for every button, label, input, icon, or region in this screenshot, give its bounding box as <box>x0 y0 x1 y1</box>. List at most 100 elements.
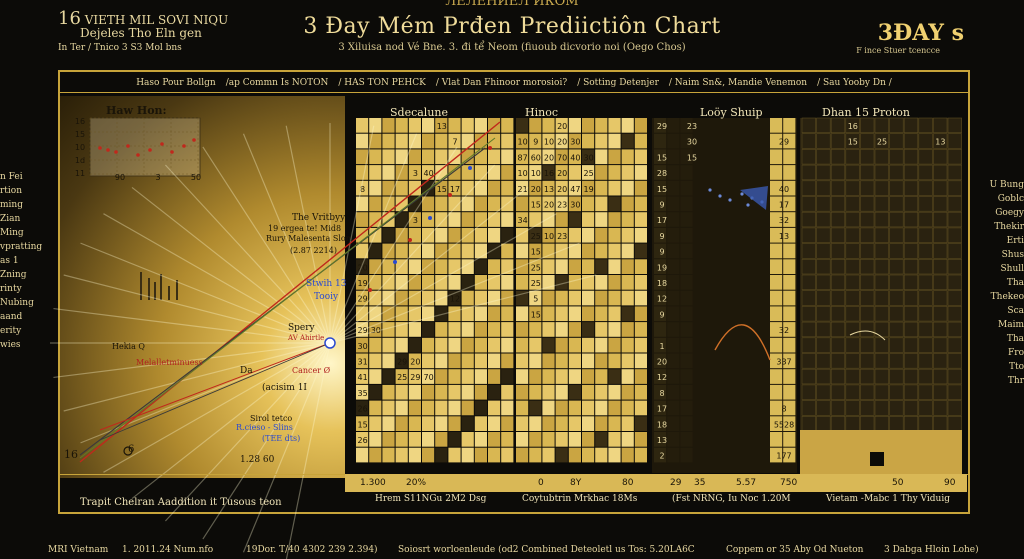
grid-cell <box>461 447 474 463</box>
grid-cell <box>516 275 529 290</box>
grid-cell <box>501 227 514 243</box>
grid-cell <box>770 243 783 259</box>
grid-cell <box>461 133 474 149</box>
grid-cell <box>860 321 875 338</box>
grid-cell <box>830 133 846 149</box>
grid-cell <box>860 306 875 322</box>
grid-cell <box>947 227 962 243</box>
grid-cell <box>770 180 783 196</box>
grid-value: 23 <box>557 232 567 241</box>
grid-cell <box>422 432 435 447</box>
grid-cell <box>516 212 529 227</box>
light-ray <box>202 146 331 344</box>
grid-cell <box>382 180 395 196</box>
grid-cell <box>889 149 904 165</box>
grid-cell <box>933 290 948 306</box>
mini-x-tick: 3 <box>155 173 160 182</box>
mini-data-point <box>126 144 130 148</box>
grid-value: 12 <box>657 295 667 304</box>
light-ray <box>131 186 331 344</box>
grid-cell <box>947 274 962 290</box>
left-panel-caption: Trapit Chelran Aaddition it Tusous teon <box>80 497 282 508</box>
grid-cell <box>568 416 581 431</box>
grid-cell <box>529 447 542 463</box>
line-marker <box>408 238 412 242</box>
grid-value: 30 <box>570 201 580 210</box>
grid-cell <box>608 259 621 274</box>
chart-frame <box>58 70 970 514</box>
grid-cell <box>667 369 680 384</box>
grid-cell <box>783 227 796 243</box>
grid-cell <box>488 306 501 322</box>
grid-cell <box>667 212 680 227</box>
grid-cell <box>568 275 581 290</box>
grid-cell <box>933 133 948 149</box>
grid-cell <box>608 275 621 290</box>
grid-cell <box>634 369 647 384</box>
grid-cell <box>422 447 435 463</box>
grid-cell <box>816 384 831 400</box>
grid-cell <box>516 118 529 133</box>
grid-value: 20 <box>410 358 420 367</box>
grid-cell <box>435 416 448 431</box>
grid-cell <box>582 133 595 149</box>
grid-cell <box>801 321 816 338</box>
grid-cell <box>680 290 693 306</box>
grid-cell <box>356 212 369 227</box>
bar-mark <box>160 274 162 300</box>
grid-cell <box>568 306 581 322</box>
grid-cell <box>667 196 680 212</box>
grid-cell <box>474 227 487 243</box>
grid-cell <box>474 165 487 180</box>
grid-cell <box>947 243 962 259</box>
grid-cell <box>516 306 529 322</box>
grid-cell <box>621 275 634 290</box>
grid-cell <box>369 180 382 196</box>
light-ray <box>242 342 331 553</box>
grid-cell <box>501 212 514 227</box>
annotation: 1.28 60 <box>240 455 275 465</box>
grid-cell <box>816 211 831 228</box>
grid-cell <box>382 400 395 416</box>
grid-cell <box>845 117 860 133</box>
grid-cell <box>770 165 783 180</box>
header-left-block: 16 VIETH MIL SOVI NIQU Dejeles Tho Eln g… <box>58 10 228 55</box>
footer-number: 1.300 <box>360 478 386 488</box>
grid-cell <box>918 321 933 338</box>
grid-cell <box>667 259 680 274</box>
grid-cell <box>542 133 555 149</box>
grid-cell <box>501 384 514 400</box>
grid-value: 5 <box>533 295 538 304</box>
grid-cell <box>395 384 408 400</box>
grid-value: 20 <box>557 169 567 178</box>
grid-cell <box>947 149 962 165</box>
grid-cell <box>933 180 948 196</box>
grid-cell <box>356 118 369 133</box>
grid-cell <box>435 243 448 259</box>
light-ray <box>80 242 331 344</box>
grid-cell <box>783 306 796 322</box>
grid-cell <box>501 353 514 369</box>
grid-cell <box>816 164 831 181</box>
grid-cell <box>860 211 875 228</box>
grid-cell <box>516 384 529 400</box>
grid-cell <box>608 353 621 369</box>
grid-cell <box>435 353 448 369</box>
grid-cell <box>395 165 408 180</box>
grid-cell <box>845 306 860 322</box>
grid-value: 8 <box>360 185 365 194</box>
grid-cell <box>488 337 501 353</box>
focal-point <box>324 337 336 349</box>
annotation: Melalletminuess <box>136 358 203 367</box>
grid-value: 32 <box>779 216 789 225</box>
line-marker <box>448 193 452 197</box>
grid-cell <box>654 306 667 322</box>
grid-cell <box>783 369 796 384</box>
grid-cell <box>529 432 542 447</box>
grid-cell <box>783 400 796 416</box>
grid-cell <box>435 322 448 337</box>
grid-cell <box>903 196 919 212</box>
grid-cell <box>435 227 448 243</box>
grid-cell <box>830 243 846 259</box>
grid-cell <box>529 400 542 416</box>
